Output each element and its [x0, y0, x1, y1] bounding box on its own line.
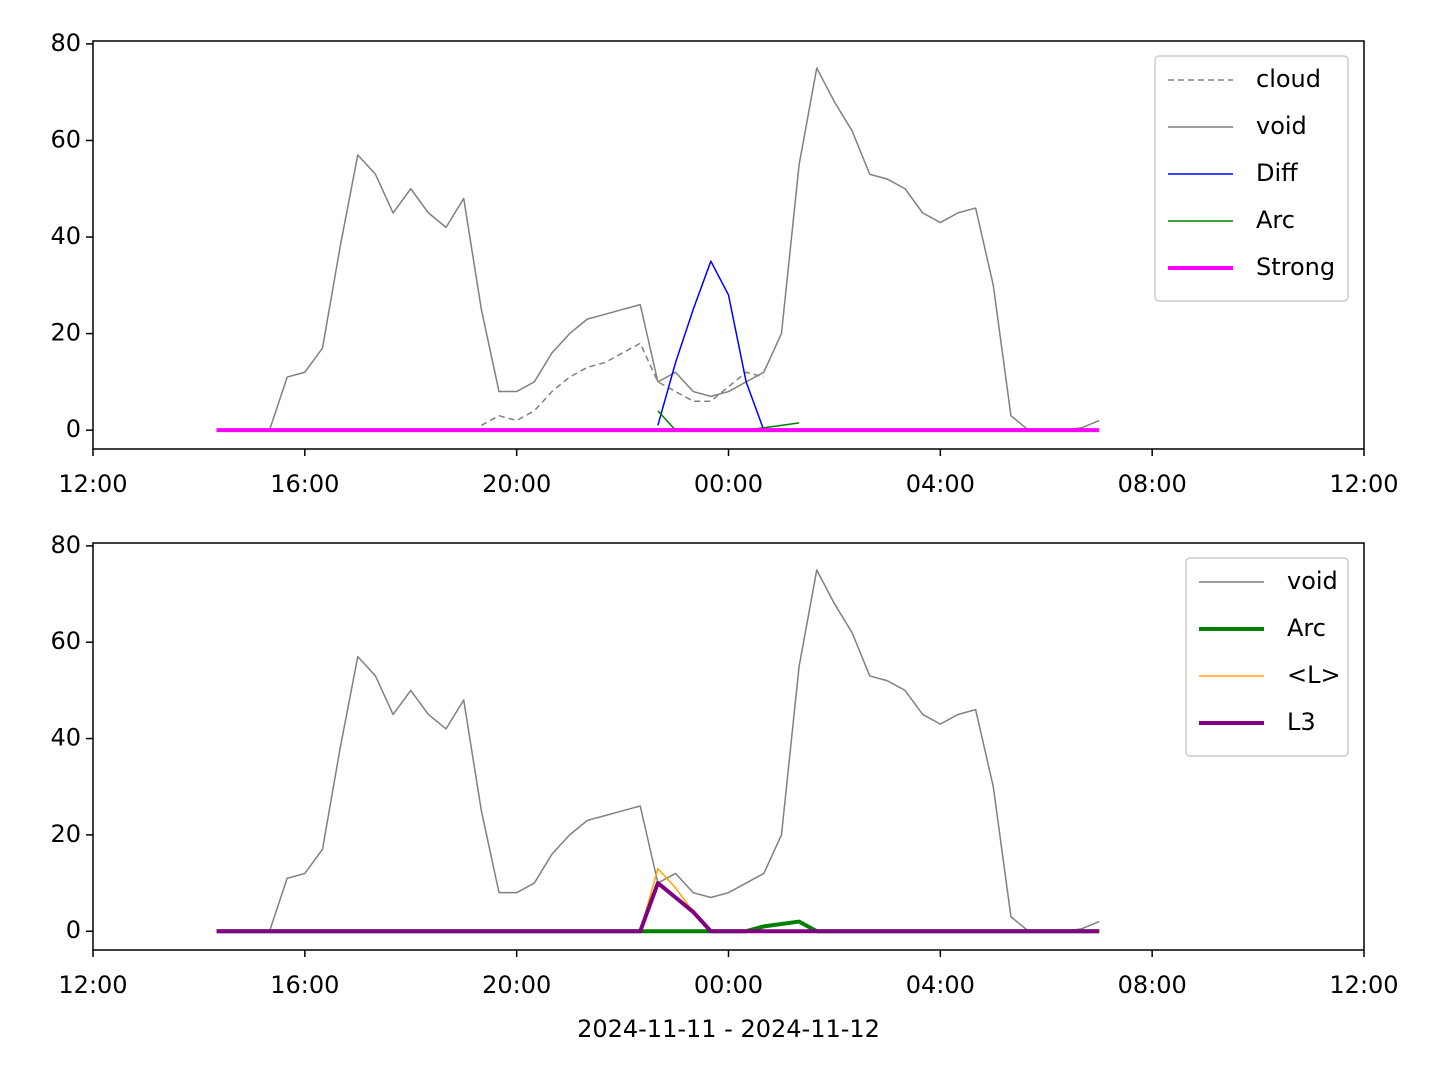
series-line	[268, 67, 1100, 431]
legend-label: Diff	[1256, 159, 1298, 187]
legend-label: Arc	[1287, 614, 1326, 642]
legend-box	[1154, 55, 1349, 302]
x-tick-label: 12:00	[58, 470, 127, 498]
plot-area	[93, 41, 1364, 449]
x-tick-label: 20:00	[482, 470, 551, 498]
x-tick-label: 16:00	[270, 470, 339, 498]
x-tick-label: 12:00	[58, 971, 127, 999]
series-line	[216, 881, 1100, 934]
x-tick-label: 08:00	[1118, 971, 1187, 999]
legend-label: cloud	[1256, 65, 1321, 93]
y-tick-label: 80	[50, 531, 81, 559]
plot-area	[93, 543, 1364, 950]
x-tick-label: 12:00	[1329, 971, 1398, 999]
legend-box	[1185, 557, 1349, 757]
y-tick-label: 0	[66, 415, 81, 443]
series-line	[480, 342, 765, 426]
series-line	[657, 260, 765, 431]
y-tick-label: 40	[50, 222, 81, 250]
y-tick-label: 60	[50, 627, 81, 655]
x-tick-label: 04:00	[906, 470, 975, 498]
y-tick-label: 20	[50, 820, 81, 848]
legend-label: Arc	[1256, 206, 1295, 234]
x-tick-label: 00:00	[694, 971, 763, 999]
x-tick-label: 08:00	[1118, 470, 1187, 498]
y-tick-label: 80	[50, 29, 81, 57]
x-tick-label: 12:00	[1329, 470, 1398, 498]
legend-label: Strong	[1256, 253, 1335, 281]
x-tick-label: 00:00	[694, 470, 763, 498]
y-tick-label: 20	[50, 319, 81, 347]
x-tick-label: 04:00	[906, 971, 975, 999]
legend-label: void	[1287, 567, 1338, 595]
x-axis-label: 2024-11-11 - 2024-11-12	[577, 1015, 880, 1043]
series-line	[268, 569, 1100, 932]
legend-label: <L>	[1287, 661, 1341, 689]
legend-label: L3	[1287, 708, 1316, 736]
legend-label: void	[1256, 112, 1307, 140]
y-tick-label: 40	[50, 724, 81, 752]
x-tick-label: 16:00	[270, 971, 339, 999]
x-tick-label: 20:00	[482, 971, 551, 999]
y-tick-label: 0	[66, 916, 81, 944]
y-tick-label: 60	[50, 125, 81, 153]
